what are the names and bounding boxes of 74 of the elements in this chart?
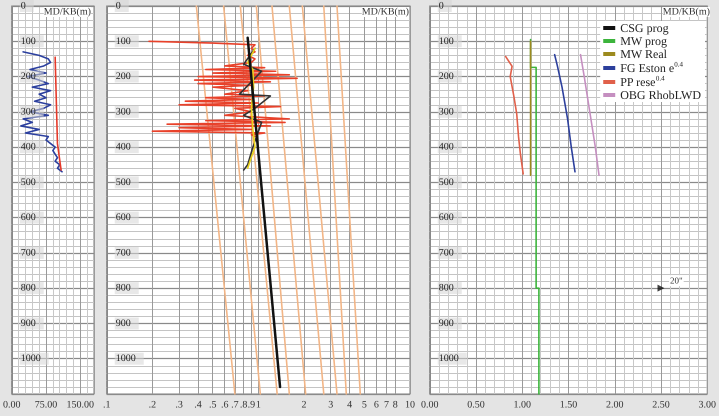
y-tick-label: 900 bbox=[438, 318, 454, 329]
x-tick-label: 4 bbox=[347, 400, 352, 410]
y-tick-label: 400 bbox=[20, 142, 36, 153]
y-tick-label: 700 bbox=[116, 247, 131, 258]
legend-label: OBG RhobLWD bbox=[620, 88, 702, 102]
x-tick-label: 0.00 bbox=[421, 400, 438, 410]
y-tick-label: 1000 bbox=[438, 353, 459, 364]
x-tick-label: 7 bbox=[384, 400, 390, 410]
legend-label: MW prog bbox=[620, 34, 668, 48]
x-tick-label: 1.00 bbox=[514, 400, 531, 410]
y-tick-label: 600 bbox=[20, 212, 36, 224]
x-tick-label: .7 bbox=[231, 400, 239, 410]
y-tick-label: 0 bbox=[116, 0, 121, 12]
y-tick-label: 900 bbox=[116, 318, 131, 329]
line-series bbox=[554, 54, 576, 173]
y-tick-label: 0 bbox=[438, 0, 444, 12]
y-tick-label: 800 bbox=[438, 282, 454, 294]
y-tick-label: 200 bbox=[438, 71, 454, 82]
x-tick-label: 10 bbox=[405, 400, 415, 410]
y-tick-label: 400 bbox=[116, 142, 131, 153]
y-tick-label: 300 bbox=[116, 106, 131, 118]
x-tick-label: .6 bbox=[220, 400, 228, 410]
y-axis-title: MD/KB(m) bbox=[362, 6, 410, 18]
y-tick-label: 500 bbox=[438, 176, 454, 188]
x-tick-label: 1.50 bbox=[560, 400, 578, 410]
y-tick-label: 800 bbox=[116, 282, 131, 294]
legend-label: MW Real bbox=[620, 47, 668, 61]
annotation: 20" bbox=[670, 276, 683, 286]
y-tick-label: 200 bbox=[20, 71, 36, 82]
x-tick-label: .2 bbox=[148, 400, 156, 410]
y-tick-label: 100 bbox=[116, 36, 131, 47]
x-tick-label: 3 bbox=[328, 400, 334, 410]
x-tick-label: 3.00 bbox=[698, 400, 716, 410]
x-tick-label: 2 bbox=[302, 400, 307, 410]
x-tick-label: 75.00 bbox=[34, 400, 58, 410]
x-tick-label: .3 bbox=[175, 400, 183, 410]
y-tick-label: 700 bbox=[20, 247, 36, 258]
y-tick-label: 0 bbox=[20, 0, 26, 12]
y-tick-label: 500 bbox=[116, 176, 131, 188]
x-tick-label: .1 bbox=[103, 400, 110, 410]
x-tick-label: 8 bbox=[392, 400, 398, 410]
x-tick-label: .5 bbox=[208, 400, 216, 410]
x-tick-label: 0.00 bbox=[3, 400, 20, 410]
y-tick-label: 100 bbox=[438, 36, 454, 47]
y-tick-label: 500 bbox=[20, 176, 36, 188]
x-tick-label: .8 bbox=[240, 400, 248, 410]
x-tick-label: 0.50 bbox=[467, 400, 485, 410]
y-tick-label: 800 bbox=[20, 282, 36, 294]
y-tick-label: 900 bbox=[20, 318, 36, 329]
y-tick-label: 400 bbox=[438, 142, 454, 153]
y-tick-label: 1000 bbox=[116, 353, 136, 364]
y-tick-label: 1000 bbox=[20, 353, 41, 364]
y-axis-title: MD/KB(m) bbox=[44, 6, 92, 18]
y-tick-label: 200 bbox=[116, 71, 131, 82]
x-tick-label: .9 bbox=[248, 400, 256, 410]
x-tick-label: 5 bbox=[362, 400, 367, 410]
y-tick-label: 700 bbox=[438, 247, 454, 258]
text: CSG prog bbox=[620, 21, 669, 35]
line-series bbox=[580, 54, 600, 176]
x-tick-label: 6 bbox=[374, 400, 379, 410]
x-tick-label: 1 bbox=[256, 400, 261, 410]
y-tick-label: 600 bbox=[116, 212, 131, 224]
line-series bbox=[246, 48, 256, 170]
x-tick-label: 2.00 bbox=[606, 400, 624, 410]
y-axis-title: MD/KB(m) bbox=[662, 6, 710, 18]
y-tick-label: 100 bbox=[20, 36, 36, 47]
x-tick-label: 2.50 bbox=[652, 400, 670, 410]
y-tick-label: 300 bbox=[438, 106, 454, 118]
y-tick-label: 600 bbox=[438, 212, 454, 224]
line-series bbox=[504, 56, 524, 175]
line-series bbox=[530, 38, 540, 395]
x-tick-label: .4 bbox=[194, 400, 202, 410]
line-series bbox=[20, 51, 63, 173]
x-tick-label: 150.00 bbox=[66, 400, 94, 410]
